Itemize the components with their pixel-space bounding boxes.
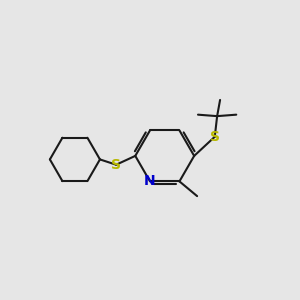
Text: N: N	[144, 174, 156, 188]
Text: S: S	[111, 158, 121, 172]
Text: S: S	[210, 130, 220, 144]
